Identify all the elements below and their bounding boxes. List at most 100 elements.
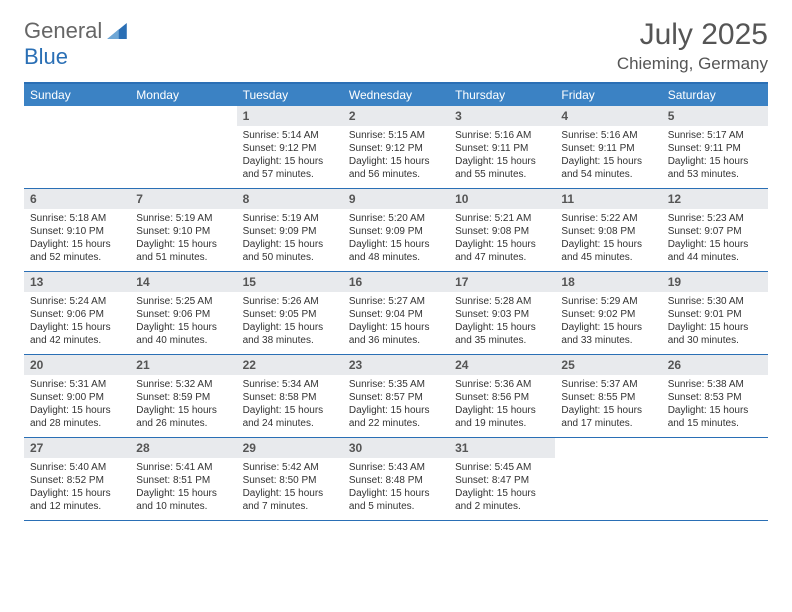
dl1-text: Daylight: 15 hours — [561, 404, 655, 417]
dow-wednesday: Wednesday — [343, 84, 449, 106]
day-details: Sunrise: 5:38 AMSunset: 8:53 PMDaylight:… — [662, 375, 768, 434]
day-number: 24 — [449, 355, 555, 375]
sunrise-text: Sunrise: 5:43 AM — [349, 461, 443, 474]
day-10: 10Sunrise: 5:21 AMSunset: 9:08 PMDayligh… — [449, 189, 555, 271]
day-details: Sunrise: 5:45 AMSunset: 8:47 PMDaylight:… — [449, 458, 555, 517]
day-details: Sunrise: 5:41 AMSunset: 8:51 PMDaylight:… — [130, 458, 236, 517]
day-14: 14Sunrise: 5:25 AMSunset: 9:06 PMDayligh… — [130, 272, 236, 354]
day-details: Sunrise: 5:14 AMSunset: 9:12 PMDaylight:… — [237, 126, 343, 185]
sunset-text: Sunset: 9:08 PM — [455, 225, 549, 238]
day-number: 4 — [555, 106, 661, 126]
sunrise-text: Sunrise: 5:19 AM — [136, 212, 230, 225]
sunrise-text: Sunrise: 5:41 AM — [136, 461, 230, 474]
day-details: Sunrise: 5:15 AMSunset: 9:12 PMDaylight:… — [343, 126, 449, 185]
dl1-text: Daylight: 15 hours — [455, 321, 549, 334]
dl2-text: and 19 minutes. — [455, 417, 549, 430]
day-number: 26 — [662, 355, 768, 375]
dl2-text: and 48 minutes. — [349, 251, 443, 264]
day-details: Sunrise: 5:40 AMSunset: 8:52 PMDaylight:… — [24, 458, 130, 517]
brand-part2: Blue — [24, 44, 68, 69]
day-number: 22 — [237, 355, 343, 375]
sunrise-text: Sunrise: 5:25 AM — [136, 295, 230, 308]
day-number: 5 — [662, 106, 768, 126]
day-16: 16Sunrise: 5:27 AMSunset: 9:04 PMDayligh… — [343, 272, 449, 354]
sunrise-text: Sunrise: 5:27 AM — [349, 295, 443, 308]
day-details: Sunrise: 5:23 AMSunset: 9:07 PMDaylight:… — [662, 209, 768, 268]
dow-thursday: Thursday — [449, 84, 555, 106]
sunset-text: Sunset: 9:08 PM — [561, 225, 655, 238]
day-17: 17Sunrise: 5:28 AMSunset: 9:03 PMDayligh… — [449, 272, 555, 354]
dow-tuesday: Tuesday — [237, 84, 343, 106]
day-details: Sunrise: 5:32 AMSunset: 8:59 PMDaylight:… — [130, 375, 236, 434]
dl2-text: and 15 minutes. — [668, 417, 762, 430]
week-row: 27Sunrise: 5:40 AMSunset: 8:52 PMDayligh… — [24, 438, 768, 521]
day-11: 11Sunrise: 5:22 AMSunset: 9:08 PMDayligh… — [555, 189, 661, 271]
dl2-text: and 55 minutes. — [455, 168, 549, 181]
sunset-text: Sunset: 9:03 PM — [455, 308, 549, 321]
day-27: 27Sunrise: 5:40 AMSunset: 8:52 PMDayligh… — [24, 438, 130, 520]
sunrise-text: Sunrise: 5:21 AM — [455, 212, 549, 225]
dl2-text: and 22 minutes. — [349, 417, 443, 430]
sunset-text: Sunset: 8:57 PM — [349, 391, 443, 404]
dl2-text: and 36 minutes. — [349, 334, 443, 347]
sunrise-text: Sunrise: 5:37 AM — [561, 378, 655, 391]
day-number: 15 — [237, 272, 343, 292]
dl1-text: Daylight: 15 hours — [349, 487, 443, 500]
day-number: 28 — [130, 438, 236, 458]
day-details: Sunrise: 5:36 AMSunset: 8:56 PMDaylight:… — [449, 375, 555, 434]
day-details: Sunrise: 5:25 AMSunset: 9:06 PMDaylight:… — [130, 292, 236, 351]
day-details: Sunrise: 5:19 AMSunset: 9:09 PMDaylight:… — [237, 209, 343, 268]
sunrise-text: Sunrise: 5:18 AM — [30, 212, 124, 225]
sunrise-text: Sunrise: 5:19 AM — [243, 212, 337, 225]
sunset-text: Sunset: 9:07 PM — [668, 225, 762, 238]
day-20: 20Sunrise: 5:31 AMSunset: 9:00 PMDayligh… — [24, 355, 130, 437]
day-details: Sunrise: 5:22 AMSunset: 9:08 PMDaylight:… — [555, 209, 661, 268]
dl2-text: and 40 minutes. — [136, 334, 230, 347]
sunrise-text: Sunrise: 5:31 AM — [30, 378, 124, 391]
dl1-text: Daylight: 15 hours — [30, 404, 124, 417]
day-number: 11 — [555, 189, 661, 209]
dl1-text: Daylight: 15 hours — [243, 321, 337, 334]
dow-sunday: Sunday — [24, 84, 130, 106]
week-row: 20Sunrise: 5:31 AMSunset: 9:00 PMDayligh… — [24, 355, 768, 438]
dl2-text: and 44 minutes. — [668, 251, 762, 264]
sunrise-text: Sunrise: 5:45 AM — [455, 461, 549, 474]
dl1-text: Daylight: 15 hours — [136, 487, 230, 500]
week-row: 1Sunrise: 5:14 AMSunset: 9:12 PMDaylight… — [24, 106, 768, 189]
dl2-text: and 38 minutes. — [243, 334, 337, 347]
dl2-text: and 54 minutes. — [561, 168, 655, 181]
day-number — [24, 106, 130, 126]
dl2-text: and 30 minutes. — [668, 334, 762, 347]
day-number: 8 — [237, 189, 343, 209]
sunrise-text: Sunrise: 5:29 AM — [561, 295, 655, 308]
sunset-text: Sunset: 9:11 PM — [668, 142, 762, 155]
dl2-text: and 53 minutes. — [668, 168, 762, 181]
dl1-text: Daylight: 15 hours — [455, 155, 549, 168]
dl1-text: Daylight: 15 hours — [349, 404, 443, 417]
dl1-text: Daylight: 15 hours — [455, 404, 549, 417]
day-28: 28Sunrise: 5:41 AMSunset: 8:51 PMDayligh… — [130, 438, 236, 520]
sunrise-text: Sunrise: 5:16 AM — [455, 129, 549, 142]
sunset-text: Sunset: 9:09 PM — [349, 225, 443, 238]
day-number — [555, 438, 661, 458]
dl1-text: Daylight: 15 hours — [30, 321, 124, 334]
day-12: 12Sunrise: 5:23 AMSunset: 9:07 PMDayligh… — [662, 189, 768, 271]
day-15: 15Sunrise: 5:26 AMSunset: 9:05 PMDayligh… — [237, 272, 343, 354]
dl2-text: and 7 minutes. — [243, 500, 337, 513]
sunrise-text: Sunrise: 5:35 AM — [349, 378, 443, 391]
dl1-text: Daylight: 15 hours — [349, 238, 443, 251]
dl1-text: Daylight: 15 hours — [243, 487, 337, 500]
sunset-text: Sunset: 9:06 PM — [136, 308, 230, 321]
day-details: Sunrise: 5:42 AMSunset: 8:50 PMDaylight:… — [237, 458, 343, 517]
day-details: Sunrise: 5:17 AMSunset: 9:11 PMDaylight:… — [662, 126, 768, 185]
day-24: 24Sunrise: 5:36 AMSunset: 8:56 PMDayligh… — [449, 355, 555, 437]
sunrise-text: Sunrise: 5:26 AM — [243, 295, 337, 308]
dl2-text: and 24 minutes. — [243, 417, 337, 430]
sunrise-text: Sunrise: 5:23 AM — [668, 212, 762, 225]
day-details: Sunrise: 5:24 AMSunset: 9:06 PMDaylight:… — [24, 292, 130, 351]
day-number — [662, 438, 768, 458]
dl2-text: and 47 minutes. — [455, 251, 549, 264]
dl2-text: and 42 minutes. — [30, 334, 124, 347]
weeks-container: 1Sunrise: 5:14 AMSunset: 9:12 PMDaylight… — [24, 106, 768, 521]
sunset-text: Sunset: 9:12 PM — [243, 142, 337, 155]
